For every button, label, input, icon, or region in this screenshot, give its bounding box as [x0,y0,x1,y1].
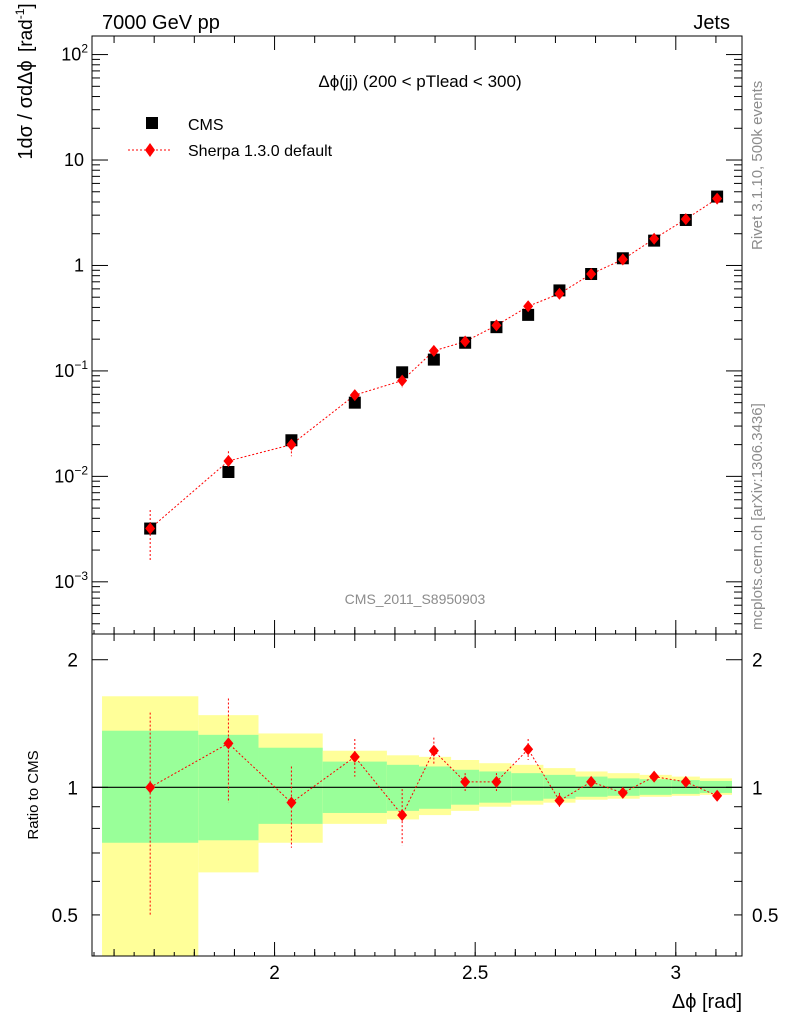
cms-point [222,466,235,479]
ratio-sherpa-point [286,796,297,809]
cms-point [427,353,440,366]
sherpa-point [286,438,297,451]
ratio-ylabel: Ratio to CMS [25,750,42,839]
sherpa-point [617,253,628,266]
rivet-label: Rivet 3.1.10, 500k events [749,81,766,250]
main-ytick-exp: 2 [81,42,88,56]
watermark-label: CMS_2011_S8950903 [345,591,486,607]
sherpa-point [680,213,691,226]
sherpa-point [349,389,360,402]
ratio-ytick-label-left: 2 [67,651,78,672]
ratio-ytick-label-right: 1 [752,778,763,799]
ratio-bands [102,696,732,956]
ratio-ytick-label-left: 1 [67,778,78,799]
main-ytick-base: 10 [54,466,74,486]
ratio-xtick-label: 2 [269,963,280,984]
main-ytick-exp: −1 [74,358,88,372]
main-ylabel-unit-close: ] [16,3,37,8]
main-series [144,190,724,561]
ratio-sherpa-point [223,737,234,750]
ratio-xtick-label: 3 [671,963,682,984]
legend-cms-marker [146,117,158,129]
process-label: Jets [693,12,730,34]
ratio-ytick-label-left: 0.5 [52,906,78,927]
main-ylabel-fraction: 1dσ / σdΔϕ [15,60,37,159]
ratio-sherpa-point [523,743,534,756]
main-ytick-base: 10 [61,45,81,65]
sherpa-point [397,374,408,387]
sherpa-point [649,232,660,245]
legend-cms-label: CMS [188,117,224,134]
cms-point [522,308,535,321]
ratio-sherpa-point [617,786,628,799]
main-ytick-label: 10−2 [54,463,88,486]
ratio-panel: 0.5 0.5 1 1 2 2 2 2.5 3 Ratio to CMS Δϕ [rad] [25,633,778,1013]
sherpa-point [554,287,565,300]
ratio-sherpa-point [491,775,502,788]
ratio-xtick-label: 2.5 [462,963,488,984]
sherpa-point [428,344,439,357]
ratio-sherpa-point [349,750,360,763]
sherpa-point [712,192,723,205]
sherpa-point [223,454,234,467]
ratio-sherpa-point [712,789,723,802]
ratio-axis-ticks: 0.5 0.5 1 1 2 2 2 2.5 3 [52,634,778,984]
ratio-band-inner [258,747,323,824]
main-ytick-label: 1 [74,255,84,275]
cms-point [348,396,361,409]
ratio-sherpa-point [586,775,597,788]
main-ytick-exp: −3 [74,569,88,583]
sherpa-point [523,300,534,313]
ratio-sherpa-point [397,809,408,822]
main-ylabel-unit: [rad-1] [13,3,37,52]
source-label: mcplots.cern.ch [arXiv:1306.3436] [749,403,766,630]
sherpa-point [586,268,597,281]
ratio-ytick-label-right: 0.5 [752,906,778,927]
ratio-sherpa-point [649,770,660,783]
main-title: Δϕ(jj) (200 < pTlead < 300) [318,72,521,91]
main-ytick-label: 102 [61,42,88,65]
ratio-ytick-label-right: 2 [752,651,763,672]
main-ytick-label: 10 [64,150,84,170]
ratio-xlabel: Δϕ [rad] [672,991,742,1013]
legend-sherpa-label: Sherpa 1.3.0 default [188,143,333,160]
ratio-sherpa-point [145,781,156,794]
legend: CMS Sherpa 1.3.0 default [128,117,333,160]
main-ylabel-unit-sup: -1 [13,8,27,19]
main-ytick-base: 10 [54,572,74,592]
sherpa-point [145,522,156,535]
main-ytick-label: 10−3 [54,569,88,592]
main-ytick-base: 10 [54,361,74,381]
main-ytick-exp: −2 [74,463,88,477]
ratio-sherpa-point [428,744,439,757]
sherpa-point [460,335,471,348]
main-ytick-label: 10−1 [54,358,88,381]
cms-point [396,366,409,379]
sherpa-point [491,319,502,332]
main-ylabel-unit-open: [rad [16,19,37,52]
ratio-sherpa-point [460,775,471,788]
ratio-sherpa-point [680,775,691,788]
ratio-sherpa-point [554,794,565,807]
ratio-series [145,698,723,915]
energy-label: 7000 GeV pp [102,12,220,34]
ratio-frame [91,633,743,957]
legend-sherpa-marker [145,143,155,157]
main-ylabel: 1dσ / σdΔϕ [rad-1] [13,3,37,159]
